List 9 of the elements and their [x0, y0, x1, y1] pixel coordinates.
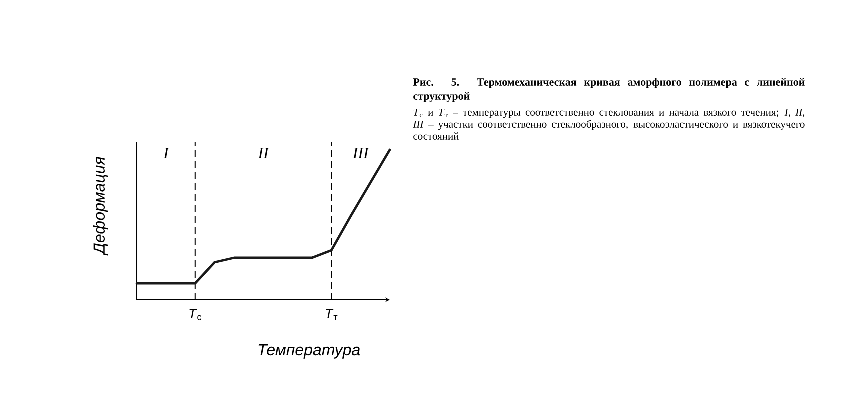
y-axis-title: Деформация	[93, 157, 108, 256]
x-axis-title: Температура	[258, 344, 360, 359]
x-tick-label: T$_{т}$	[326, 310, 338, 320]
x-tick-label: T$_{с}$	[190, 310, 202, 320]
annotation: II	[258, 148, 270, 159]
text: Рис. 5. Термомеханическая кривая аморфного полимера с линейной структурой	[413, 78, 805, 102]
annotation: I	[163, 148, 170, 159]
annotation: III	[352, 148, 370, 159]
text: T$_{с}$ и T$_{т}$ – температуры соответственно стеклования и начала вязкого течения; I, II, III – участки соответственно стеклообразного, высокоэластического и вязкотекучего состояний	[413, 108, 805, 140]
